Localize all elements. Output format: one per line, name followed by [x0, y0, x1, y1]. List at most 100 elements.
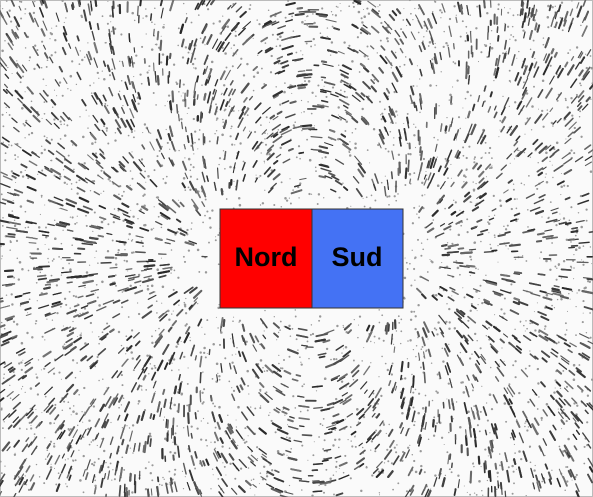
- speck: [412, 392, 414, 394]
- speck: [204, 44, 205, 45]
- speck: [206, 319, 208, 321]
- speck: [24, 137, 25, 138]
- speck: [198, 138, 200, 140]
- speck: [79, 116, 80, 117]
- speck: [191, 222, 193, 224]
- speck: [292, 395, 294, 397]
- speck: [405, 56, 407, 58]
- speck: [42, 118, 43, 119]
- speck: [35, 320, 37, 322]
- speck: [549, 269, 551, 271]
- speck: [516, 419, 517, 420]
- filing: [301, 125, 311, 126]
- speck: [185, 312, 187, 314]
- speck: [67, 458, 68, 459]
- speck: [378, 337, 380, 339]
- speck: [480, 411, 482, 413]
- speck: [263, 466, 265, 468]
- speck: [581, 259, 582, 260]
- speck: [98, 304, 101, 307]
- speck: [473, 462, 474, 463]
- speck: [27, 177, 29, 179]
- speck: [454, 62, 456, 64]
- speck: [79, 313, 80, 314]
- filing: [192, 145, 193, 150]
- speck: [374, 450, 376, 452]
- filing: [0, 301, 3, 302]
- speck: [13, 277, 15, 279]
- speck: [132, 452, 134, 454]
- speck: [381, 182, 383, 184]
- speck: [264, 162, 265, 163]
- speck: [11, 293, 13, 295]
- speck: [332, 444, 334, 446]
- speck: [63, 169, 64, 170]
- speck: [448, 382, 450, 384]
- speck: [566, 329, 568, 331]
- speck: [121, 195, 123, 197]
- filing: [7, 236, 15, 237]
- speck: [97, 72, 99, 74]
- speck: [256, 446, 258, 448]
- speck: [456, 260, 457, 261]
- speck: [441, 71, 442, 72]
- speck: [148, 461, 149, 462]
- speck: [354, 436, 356, 438]
- speck: [429, 84, 432, 87]
- filing: [421, 151, 422, 160]
- filing: [406, 168, 407, 178]
- speck: [59, 176, 61, 178]
- speck: [176, 425, 178, 427]
- speck: [52, 260, 54, 262]
- speck: [41, 41, 43, 43]
- speck: [5, 152, 7, 154]
- speck: [580, 25, 582, 27]
- speck: [235, 31, 237, 33]
- filing: [303, 128, 314, 129]
- speck: [69, 291, 71, 293]
- speck: [338, 115, 339, 116]
- speck: [281, 181, 283, 183]
- speck: [405, 258, 406, 259]
- filing: [566, 223, 571, 224]
- speck: [81, 333, 82, 334]
- speck: [21, 342, 24, 345]
- speck: [2, 225, 4, 227]
- speck: [442, 360, 444, 362]
- speck: [290, 335, 292, 337]
- speck: [151, 228, 153, 230]
- speck: [400, 319, 402, 321]
- speck: [202, 371, 203, 372]
- speck: [103, 219, 104, 220]
- speck: [121, 306, 123, 308]
- speck: [504, 402, 507, 405]
- speck: [288, 437, 290, 439]
- speck: [541, 419, 543, 421]
- speck: [149, 433, 151, 435]
- speck: [361, 21, 363, 23]
- speck: [345, 419, 346, 420]
- speck: [20, 1, 22, 3]
- speck: [398, 154, 400, 156]
- speck: [307, 25, 308, 26]
- speck: [480, 157, 482, 159]
- speck: [433, 416, 435, 418]
- filing: [221, 327, 222, 331]
- filing: [589, 231, 593, 232]
- speck: [379, 101, 381, 103]
- speck: [189, 340, 191, 342]
- speck: [586, 421, 588, 423]
- speck: [339, 468, 340, 469]
- speck: [300, 362, 301, 363]
- speck: [528, 175, 530, 177]
- speck: [505, 228, 507, 230]
- speck: [29, 298, 31, 300]
- speck: [68, 155, 70, 157]
- speck: [319, 315, 321, 317]
- filing: [195, 413, 196, 419]
- filing: [452, 463, 453, 467]
- speck: [3, 377, 5, 379]
- speck: [305, 20, 306, 21]
- filing: [520, 9, 521, 15]
- speck: [43, 78, 45, 80]
